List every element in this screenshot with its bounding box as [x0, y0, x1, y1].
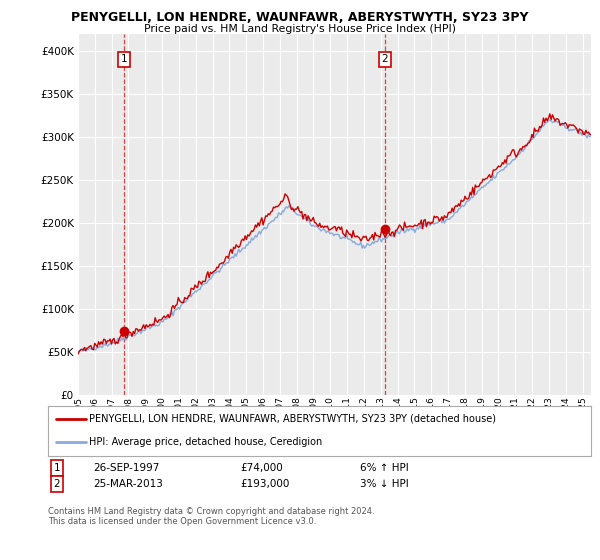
Text: PENYGELLI, LON HENDRE, WAUNFAWR, ABERYSTWYTH, SY23 3PY: PENYGELLI, LON HENDRE, WAUNFAWR, ABERYST… [71, 11, 529, 24]
Text: 3% ↓ HPI: 3% ↓ HPI [360, 479, 409, 489]
Text: Price paid vs. HM Land Registry's House Price Index (HPI): Price paid vs. HM Land Registry's House … [144, 24, 456, 34]
Text: HPI: Average price, detached house, Ceredigion: HPI: Average price, detached house, Cere… [89, 437, 322, 447]
Text: 1: 1 [121, 54, 127, 64]
Text: 1: 1 [53, 463, 61, 473]
Text: 26-SEP-1997: 26-SEP-1997 [93, 463, 160, 473]
Text: PENYGELLI, LON HENDRE, WAUNFAWR, ABERYSTWYTH, SY23 3PY (detached house): PENYGELLI, LON HENDRE, WAUNFAWR, ABERYST… [89, 414, 496, 423]
Text: 25-MAR-2013: 25-MAR-2013 [93, 479, 163, 489]
Text: £74,000: £74,000 [240, 463, 283, 473]
Text: 2: 2 [53, 479, 61, 489]
Text: £193,000: £193,000 [240, 479, 289, 489]
Text: Contains HM Land Registry data © Crown copyright and database right 2024.
This d: Contains HM Land Registry data © Crown c… [48, 507, 374, 526]
Text: 6% ↑ HPI: 6% ↑ HPI [360, 463, 409, 473]
Text: 2: 2 [382, 54, 388, 64]
